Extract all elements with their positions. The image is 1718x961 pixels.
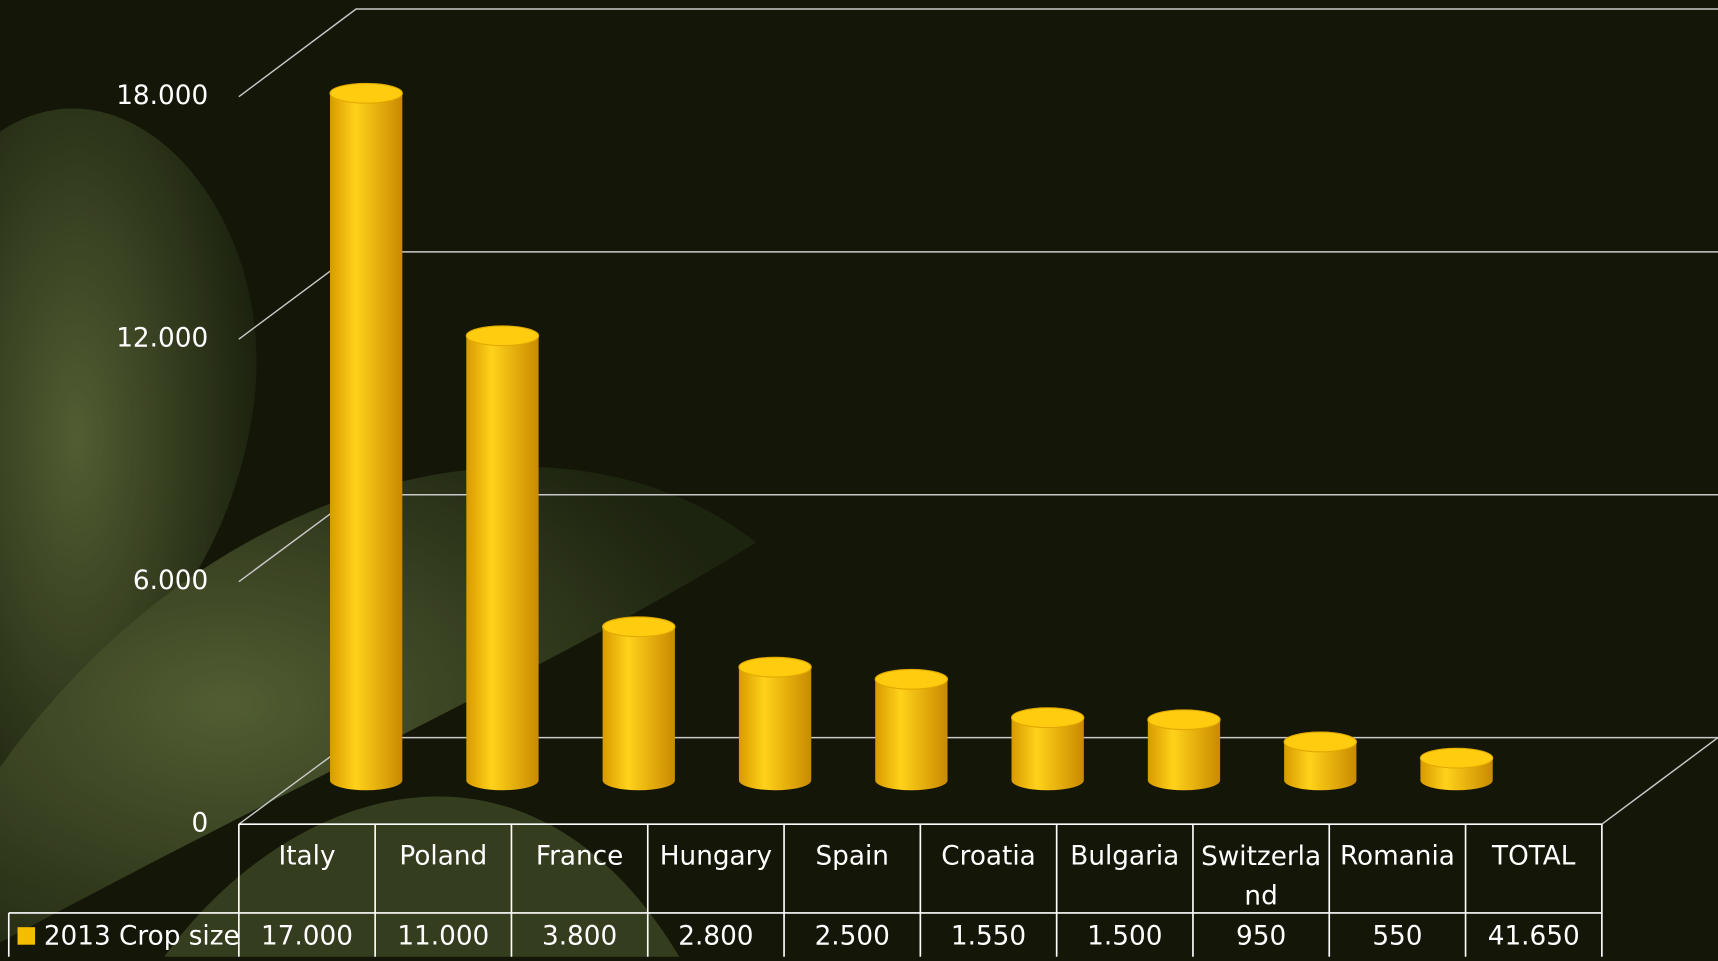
value-label: 41.650 [1488, 922, 1580, 952]
floor-edge [1601, 737, 1718, 825]
value-label: 11.000 [397, 922, 489, 952]
value-label: 2.500 [815, 922, 890, 952]
bar [1419, 747, 1494, 791]
x-tick-label: Croatia [941, 842, 1035, 872]
cylinder-top [329, 82, 403, 104]
x-tick-label: Bulgaria [1070, 842, 1179, 872]
y-tick-label: 6.000 [133, 566, 208, 596]
cylinder-top [1147, 709, 1221, 731]
cylinder-body [738, 667, 812, 791]
bar [465, 325, 540, 791]
cylinder-body [1147, 719, 1221, 791]
bar [1283, 731, 1357, 791]
value-label: 1.550 [951, 922, 1026, 952]
bar [602, 616, 676, 791]
legend-label: 2013 Crop size [44, 922, 240, 952]
x-tick-label: TOTAL [1491, 842, 1576, 872]
value-label: 17.000 [261, 922, 353, 952]
cylinder-top [602, 616, 676, 638]
cylinder-top [738, 656, 812, 678]
value-label: 950 [1236, 922, 1286, 952]
cylinder-body [602, 626, 675, 791]
value-label: 1.500 [1087, 922, 1162, 952]
x-tick-label: France [536, 842, 623, 872]
cylinder-body [330, 93, 403, 791]
x-tick-label: Spain [815, 842, 888, 872]
cylinder-top [874, 668, 949, 690]
cylinder-top [1010, 707, 1085, 729]
cylinder-top [465, 325, 540, 347]
x-tick-label: Italy [278, 842, 335, 872]
x-tick-label: Romania [1340, 842, 1455, 872]
bar [874, 668, 949, 791]
cylinder-body [1011, 717, 1084, 791]
value-label: 2.800 [678, 922, 753, 952]
y-tick-label: 18.000 [116, 81, 208, 111]
y-tick-label: 0 [191, 809, 208, 839]
value-label: 3.800 [542, 922, 617, 952]
cylinder-top [1283, 731, 1357, 753]
bar [1010, 707, 1085, 791]
grid-line [238, 8, 1718, 98]
value-label: 550 [1372, 922, 1422, 952]
x-tick-label: Hungary [660, 842, 772, 872]
legend-swatch [17, 927, 36, 945]
x-tick-label: Switzerla nd [1201, 842, 1321, 911]
y-tick-label: 12.000 [116, 324, 208, 354]
bar [1147, 709, 1221, 791]
cylinder-body [1284, 741, 1357, 791]
bar [738, 656, 812, 791]
cylinder-body [875, 679, 948, 791]
x-tick-label: Poland [399, 842, 487, 872]
bar [329, 82, 403, 791]
cylinder-top [1419, 747, 1494, 769]
cylinder-body [466, 335, 539, 791]
